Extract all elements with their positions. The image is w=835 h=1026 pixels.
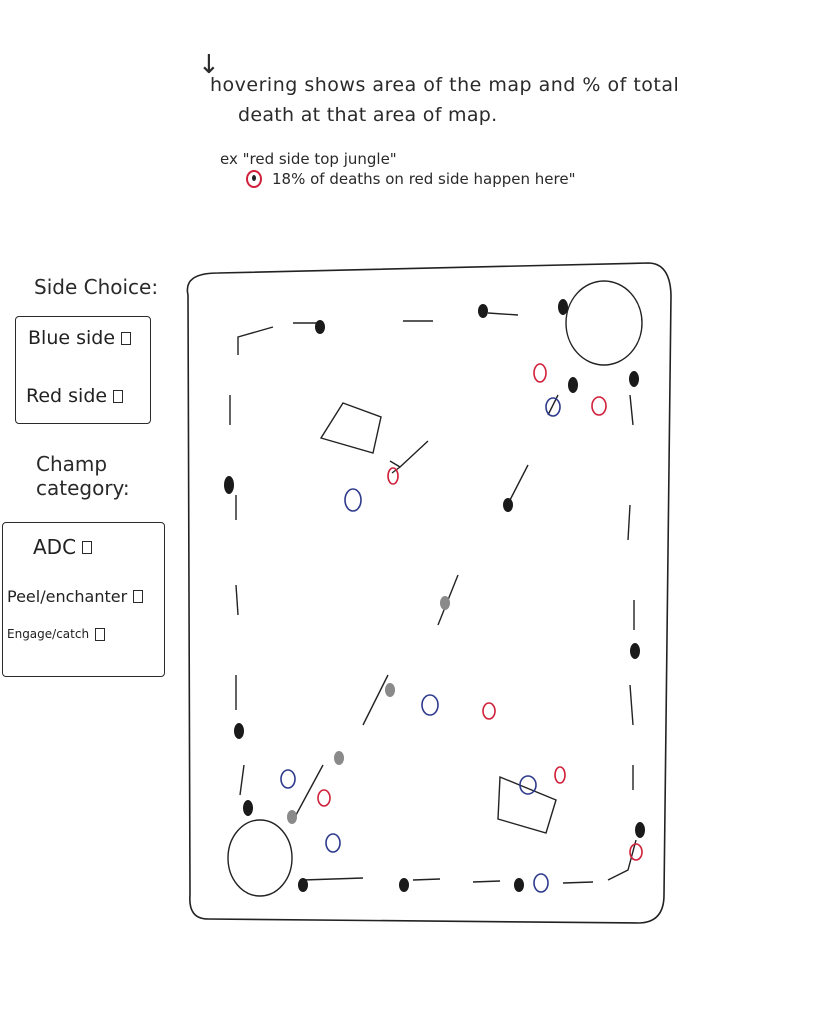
red-death-marker [533,363,547,383]
blue-death-marker [344,488,362,512]
peel-enchanter-checkbox[interactable] [133,590,144,603]
side-choice-title: Side Choice: [34,275,159,299]
example-label: ex "red side top jungle" [220,150,397,168]
map-canvas[interactable] [178,255,674,927]
blue-death-marker [421,694,439,716]
adc-label: ADC [33,535,77,559]
blue-base [227,819,293,897]
blue-death-marker [325,833,341,853]
tower-marker [630,643,640,659]
bottom-jungle-structure [497,775,557,834]
peel-enchanter-option[interactable]: Peel/enchanter [7,587,144,606]
blue-death-markers[interactable] [280,397,561,893]
tower-marker [635,822,645,838]
red-side-checkbox[interactable] [113,389,124,403]
tower-marker [224,476,234,494]
tower-marker [568,377,578,393]
blue-side-checkbox[interactable] [121,331,132,345]
champ-category-title: Champ category: [36,452,130,500]
tower-marker [478,304,488,318]
adc-checkbox[interactable] [82,540,93,554]
top-jungle-structure [319,402,382,454]
blue-death-marker [545,397,561,417]
tower-marker [514,878,524,892]
red-death-marker [591,396,607,416]
red-death-marker [629,843,643,861]
gray-marker [440,596,450,610]
tower-marker [629,371,639,387]
example-detail-text: 18% of deaths on red side happen here" [272,170,576,188]
lane-paths [229,312,637,884]
gray-marker [334,751,344,765]
blue-death-marker [533,873,549,893]
red-death-marker [554,766,566,784]
hover-note-line-1: hovering shows area of the map and % of … [210,74,680,96]
champ-category-title-line-2: category: [36,476,130,500]
champ-category-title-line-1: Champ [36,452,108,476]
red-death-markers[interactable] [317,363,643,861]
tower-marker [243,800,253,816]
tower-marker [558,299,568,315]
peel-enchanter-label: Peel/enchanter [7,587,128,606]
engage-catch-label: Engage/catch [7,627,90,641]
champ-category-panel: ADC Peel/enchanter Engage/catch [2,522,165,677]
death-marker-sample-icon [246,170,262,188]
gray-marker [385,683,395,697]
example-detail: 18% of deaths on red side happen here" [246,170,576,188]
map-panel[interactable] [178,255,674,927]
map-border [186,262,672,924]
blue-death-marker [519,775,537,795]
red-side-option[interactable]: Red side [26,385,124,407]
red-base [565,280,643,366]
tower-markers [224,299,645,892]
hover-note-line-2: death at that area of map. [238,104,498,126]
side-choice-panel: Blue side Red side [15,316,151,424]
tower-marker [503,498,513,512]
red-side-label: Red side [26,385,108,407]
blue-side-option[interactable]: Blue side [28,327,132,349]
tower-marker [399,878,409,892]
down-arrow-icon: ↓ [198,50,220,80]
tower-marker [315,320,325,334]
engage-catch-option[interactable]: Engage/catch [7,627,106,641]
tower-marker [234,723,244,739]
blue-death-marker [280,769,296,789]
red-death-marker [387,467,399,485]
adc-option[interactable]: ADC [33,535,93,559]
red-death-marker [317,789,331,807]
engage-catch-checkbox[interactable] [95,627,106,641]
blue-side-label: Blue side [28,327,116,349]
tower-marker [298,878,308,892]
gray-markers [287,596,450,824]
gray-marker [287,810,297,824]
red-death-marker [482,702,496,720]
